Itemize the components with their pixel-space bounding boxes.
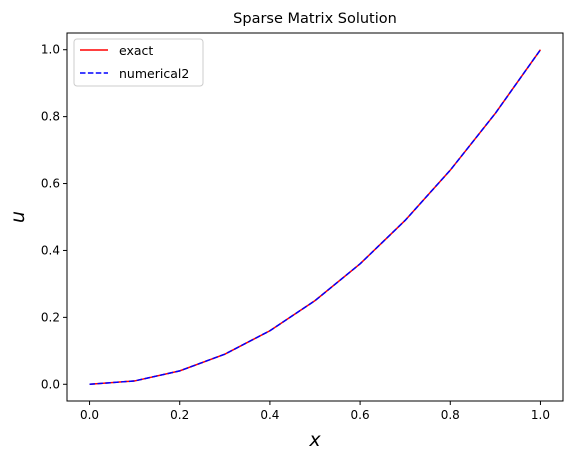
series-line-numerical2: [89, 49, 542, 386]
x-tick-label: 0.6: [351, 408, 370, 422]
y-tick-label: 0.6: [41, 177, 60, 191]
y-tick-label: 1.0: [41, 43, 60, 57]
chart-title: Sparse Matrix Solution: [233, 11, 397, 27]
series-layer: [89, 49, 542, 386]
x-tick-label: 0.8: [441, 408, 460, 422]
y-axis-ticks: 0.0 0.2 0.4 0.6 0.8 1.0: [41, 43, 67, 391]
x-tick-label: 0.2: [170, 408, 189, 422]
x-axis-label: x: [308, 429, 321, 451]
x-tick-label: 0.0: [80, 408, 99, 422]
y-axis-label: u: [7, 211, 29, 223]
legend-label-exact: exact: [119, 43, 153, 58]
plot-frame: [66, 32, 564, 402]
legend-label-numerical2: numerical2: [119, 66, 189, 81]
x-axis-ticks: 0.0 0.2 0.4 0.6 0.8 1.0: [80, 401, 550, 422]
legend: exact numerical2: [73, 38, 204, 87]
x-tick-label: 1.0: [531, 408, 550, 422]
y-tick-label: 0.4: [41, 243, 60, 257]
x-tick-label: 0.4: [260, 408, 279, 422]
y-tick-label: 0.0: [41, 377, 60, 391]
y-tick-label: 0.8: [41, 110, 60, 124]
y-tick-label: 0.2: [41, 310, 60, 324]
